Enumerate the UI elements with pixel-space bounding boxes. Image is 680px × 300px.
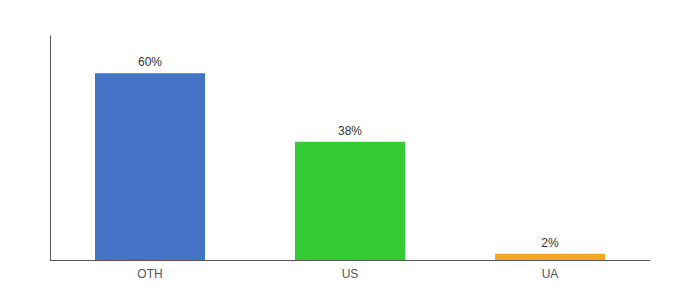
svg-text:38%: 38% bbox=[338, 124, 362, 138]
svg-text:US: US bbox=[342, 267, 359, 281]
svg-text:60%: 60% bbox=[138, 55, 162, 69]
svg-text:UA: UA bbox=[542, 267, 559, 281]
svg-text:2%: 2% bbox=[541, 236, 559, 250]
svg-text:OTH: OTH bbox=[137, 267, 162, 281]
